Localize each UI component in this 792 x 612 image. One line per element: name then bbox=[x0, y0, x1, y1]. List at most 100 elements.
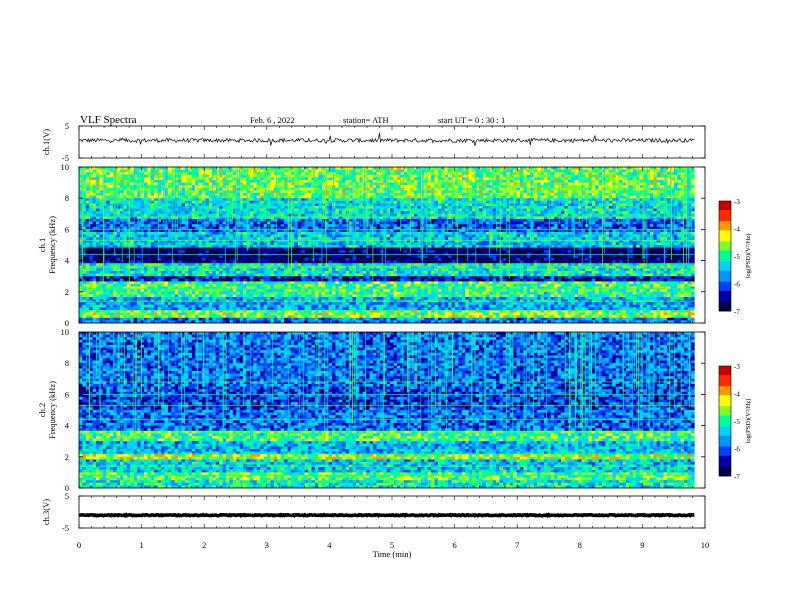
spectrogram-cell bbox=[554, 203, 558, 206]
spectrogram-cell bbox=[633, 235, 637, 238]
spectrogram-cell bbox=[517, 190, 521, 193]
spectrogram-cell bbox=[260, 185, 264, 188]
spectrogram-cell bbox=[250, 214, 254, 217]
spectrogram-cell bbox=[534, 235, 538, 238]
spectrogram-cell bbox=[270, 196, 274, 199]
spectrogram-cell bbox=[305, 185, 309, 188]
spectrogram-cell bbox=[281, 190, 285, 193]
spectrogram-cell bbox=[212, 214, 216, 217]
spectrogram-cell bbox=[219, 185, 223, 188]
spectrogram-cell bbox=[633, 222, 637, 225]
spectrogram-cell bbox=[530, 185, 534, 188]
spectrogram-cell bbox=[318, 183, 322, 186]
spectrogram-cell bbox=[650, 193, 654, 196]
spectrogram-cell bbox=[404, 214, 408, 217]
spectrogram-cell bbox=[448, 214, 452, 217]
spectrogram-cell bbox=[513, 211, 517, 214]
spectrogram-cell bbox=[363, 229, 367, 232]
spectrogram-cell bbox=[411, 222, 415, 225]
spectrogram-cell bbox=[96, 235, 100, 238]
spectrogram-cell bbox=[633, 198, 637, 201]
spectrogram-cell bbox=[308, 232, 312, 235]
spectrogram-cell bbox=[438, 232, 442, 235]
spectrogram-cell bbox=[435, 180, 439, 183]
spectrogram-cell bbox=[578, 196, 582, 199]
spectrogram-cell bbox=[86, 206, 90, 209]
spectrogram-cell bbox=[147, 222, 151, 225]
spectrogram-cell bbox=[397, 203, 401, 206]
spectrogram-cell bbox=[192, 201, 196, 204]
spectrogram-cell bbox=[339, 175, 343, 178]
spectrogram-cell bbox=[568, 190, 572, 193]
spectrogram-cell bbox=[250, 190, 254, 193]
spectrogram-cell bbox=[510, 211, 514, 214]
spectrogram-cell bbox=[564, 214, 568, 217]
spectrogram-cell bbox=[277, 203, 281, 206]
spectrogram-cell bbox=[212, 167, 216, 170]
spectrogram-cell bbox=[161, 222, 165, 225]
spectrogram-cell bbox=[643, 201, 647, 204]
spectrogram-cell bbox=[599, 222, 603, 225]
spectrogram-cell bbox=[585, 235, 589, 238]
spectrogram-cell bbox=[667, 209, 671, 212]
spectrogram-cell bbox=[270, 203, 274, 206]
spectrogram-cell bbox=[595, 167, 599, 170]
spectrogram-cell bbox=[414, 222, 418, 225]
spectrogram-cell bbox=[462, 177, 466, 180]
spectrogram-cell bbox=[205, 222, 209, 225]
spectrogram-cell bbox=[158, 222, 162, 225]
spectrogram-cell bbox=[161, 190, 165, 193]
spectrogram-cell bbox=[339, 170, 343, 173]
spectrogram-cell bbox=[520, 175, 524, 178]
spectrogram-cell bbox=[188, 185, 192, 188]
spectrogram-cell bbox=[195, 198, 199, 201]
spectrogram-cell bbox=[643, 203, 647, 206]
spectrogram-cell bbox=[568, 185, 572, 188]
spectrogram-cell bbox=[281, 206, 285, 209]
spectrogram-cell bbox=[171, 198, 175, 201]
spectrogram-cell bbox=[308, 180, 312, 183]
spectrogram-cell bbox=[281, 235, 285, 238]
spectrogram-cell bbox=[383, 170, 387, 173]
spectrogram-cell bbox=[394, 198, 398, 201]
y-tick-label: 5 bbox=[65, 121, 69, 131]
spectrogram-cell bbox=[438, 222, 442, 225]
spectrogram-cell bbox=[517, 211, 521, 214]
spectrogram-cell bbox=[424, 232, 428, 235]
spectrogram-cell bbox=[513, 183, 517, 186]
spectrogram-cell bbox=[212, 206, 216, 209]
spectrogram-cell bbox=[414, 235, 418, 238]
spectrogram-cell bbox=[561, 201, 565, 204]
spectrogram-cell bbox=[267, 232, 271, 235]
spectrogram-cell bbox=[301, 229, 305, 232]
spectrogram-cell bbox=[561, 177, 565, 180]
spectrogram-cell bbox=[629, 177, 633, 180]
spectrogram-cell bbox=[397, 193, 401, 196]
spectrogram-cell bbox=[411, 224, 415, 227]
spectrogram-cell bbox=[592, 232, 596, 235]
spectrogram-cell bbox=[205, 211, 209, 214]
spectrogram-cell bbox=[236, 235, 240, 238]
spectrogram-cell bbox=[308, 172, 312, 175]
spectrogram-cell bbox=[510, 180, 514, 183]
spectrogram-cell bbox=[527, 209, 531, 212]
spectrogram-cell bbox=[257, 235, 261, 238]
spectrogram-cell bbox=[339, 180, 343, 183]
spectrogram-cell bbox=[612, 206, 616, 209]
spectrogram-cell bbox=[609, 229, 613, 232]
spectrogram-cell bbox=[605, 209, 609, 212]
spectrogram-cell bbox=[660, 172, 664, 175]
spectrogram-cell bbox=[199, 175, 203, 178]
spectrogram-cell bbox=[168, 188, 172, 191]
spectrogram-cell bbox=[527, 196, 531, 199]
spectrogram-cell bbox=[110, 211, 114, 214]
spectrogram-cell bbox=[243, 167, 247, 170]
spectrogram-cell bbox=[568, 209, 572, 212]
spectrogram-cell bbox=[277, 188, 281, 191]
spectrogram-cell bbox=[623, 188, 627, 191]
spectrogram-cell bbox=[294, 224, 298, 227]
spectrogram-cell bbox=[595, 183, 599, 186]
spectrogram-cell bbox=[342, 188, 346, 191]
spectrogram-cell bbox=[530, 190, 534, 193]
spectrogram-cell bbox=[195, 201, 199, 204]
